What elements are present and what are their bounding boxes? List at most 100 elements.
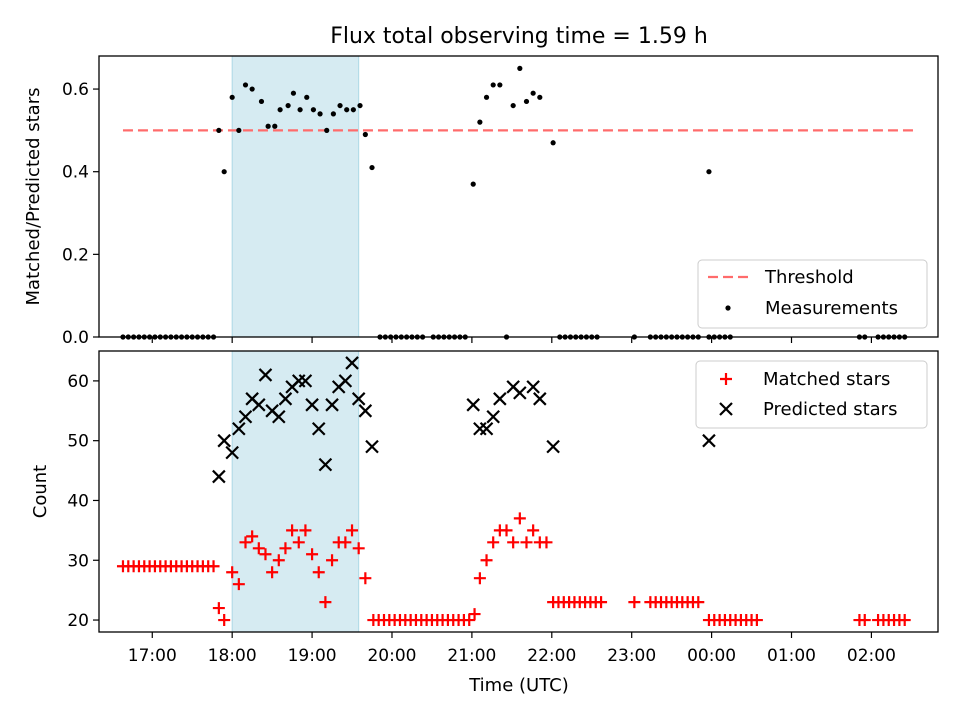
predicted-stars-point [493,392,507,406]
x-tick-label: 20:00 [367,646,416,666]
matched-stars-point [212,602,225,615]
predicted-stars-point [466,398,480,412]
predicted-stars-point [702,433,716,448]
matched-stars-point [246,530,259,543]
chart-title: Flux total observing time = 1.59 h [330,24,708,49]
measurement-point [369,164,375,171]
measurement-point [290,90,297,96]
matched-stars-point [252,542,265,555]
count-panel-frame [98,350,939,633]
predicted-stars-point [305,398,319,412]
predicted-stars-point [225,445,239,460]
predicted-stars-point [338,374,353,388]
legend-measurements-swatch [725,305,731,311]
matched-stars-point [352,542,365,555]
matched-stars-point [319,596,332,609]
measurement-point [350,107,356,113]
y-tick-label: 0.6 [62,80,89,100]
matched-stars-point [473,572,486,585]
y-tick-label: 40 [67,491,89,511]
matched-stars-point [520,536,533,549]
predicted-stars-point [232,421,246,436]
predicted-stars-point [217,433,231,448]
ratio-panel-y-axis-label: Matched/Predicted stars [23,88,44,306]
predicted-stars-point [365,439,379,454]
y-tick-label: 50 [67,432,89,452]
measurement-point [470,181,476,187]
legend-measurements-label: Measurements [765,298,898,319]
x-tick-label: 19:00 [288,646,337,666]
predicted-stars-point [526,380,540,394]
measurement-point [236,127,242,133]
y-tick-label: 0.4 [62,163,89,183]
predicted-stars-point [212,469,226,484]
measurement-point [277,107,283,113]
y-tick-label: 60 [67,372,89,392]
matched-stars-point [858,614,871,627]
count-panel-shaded-interval [231,350,360,633]
measurement-point [483,94,490,100]
ratio-panel: 0.0 0.2 0.4 0.6 Matched/Predicted stars Thr… [23,55,939,348]
measurement-point [216,127,222,133]
legend-threshold-label: Threshold [764,267,854,288]
predicted-stars-point [238,409,253,424]
predicted-stars-point [479,421,494,436]
measurement-point [497,82,503,88]
measurement-point [297,107,303,113]
legend-predicted-swatch [719,402,733,416]
y-tick-label: 20 [67,611,89,631]
matched-stars-point [292,536,305,549]
measurement-point [357,102,363,109]
matched-stars-point [259,548,272,561]
x-tick-label: 17:00 [128,646,177,666]
matched-stars-point [487,536,500,549]
measurement-point [490,82,496,88]
ratio-panel-frame [98,55,939,338]
predicted-stars-point [345,356,359,370]
ratio-panel-legend: Threshold Measurements [697,259,928,329]
count-panel-points [116,356,911,627]
measurement-point [344,107,350,113]
predicted-stars-point [311,421,326,436]
x-tick-label: 18:00 [208,646,257,666]
predicted-stars-point [272,409,286,424]
measurement-point [477,119,483,125]
measurement-point [265,123,271,129]
measurement-point [537,94,543,100]
measurement-point [550,140,556,146]
x-tick-label: 01:00 [767,646,816,666]
measurement-point [221,169,227,175]
legend-predicted-label: Predicted stars [763,399,897,420]
y-tick-label: 0.2 [62,245,89,265]
measurement-point [272,123,278,129]
x-tick-label: 02:00 [847,646,896,666]
matched-stars-point [272,554,285,567]
measurement-point [517,65,523,71]
ratio-panel-x-ticks [151,337,873,343]
measurement-point [337,102,343,109]
matched-stars-point [239,536,252,549]
predicted-stars-point [325,398,339,412]
measurement-point [330,111,336,117]
measurement-point [304,94,310,100]
x-tick-label: 23:00 [607,646,656,666]
count-panel-legend: Matched stars Predicted stars [695,360,928,429]
matched-stars-point [299,524,312,537]
predicted-stars-point [278,392,293,406]
ratio-panel-legend-box [697,259,928,329]
count-panel-x-ticks: 17:00 18:00 19:00 20:00 21:00 22:00 23:00 00:00… [128,632,896,666]
matched-stars-point [527,524,540,537]
matched-stars-point [507,536,520,549]
predicted-stars-point [258,368,273,382]
matched-stars-point [226,566,239,579]
matched-stars-point [692,596,705,609]
predicted-stars-point [318,457,333,472]
x-axis-label: Time (UTC) [468,675,569,696]
predicted-stars-point [252,398,266,412]
matched-stars-point [339,536,352,549]
measurement-point [317,111,323,117]
measurement-point [530,90,536,96]
measurement-point [229,94,235,100]
x-tick-label: 00:00 [687,646,736,666]
matched-stars-point [232,578,245,591]
